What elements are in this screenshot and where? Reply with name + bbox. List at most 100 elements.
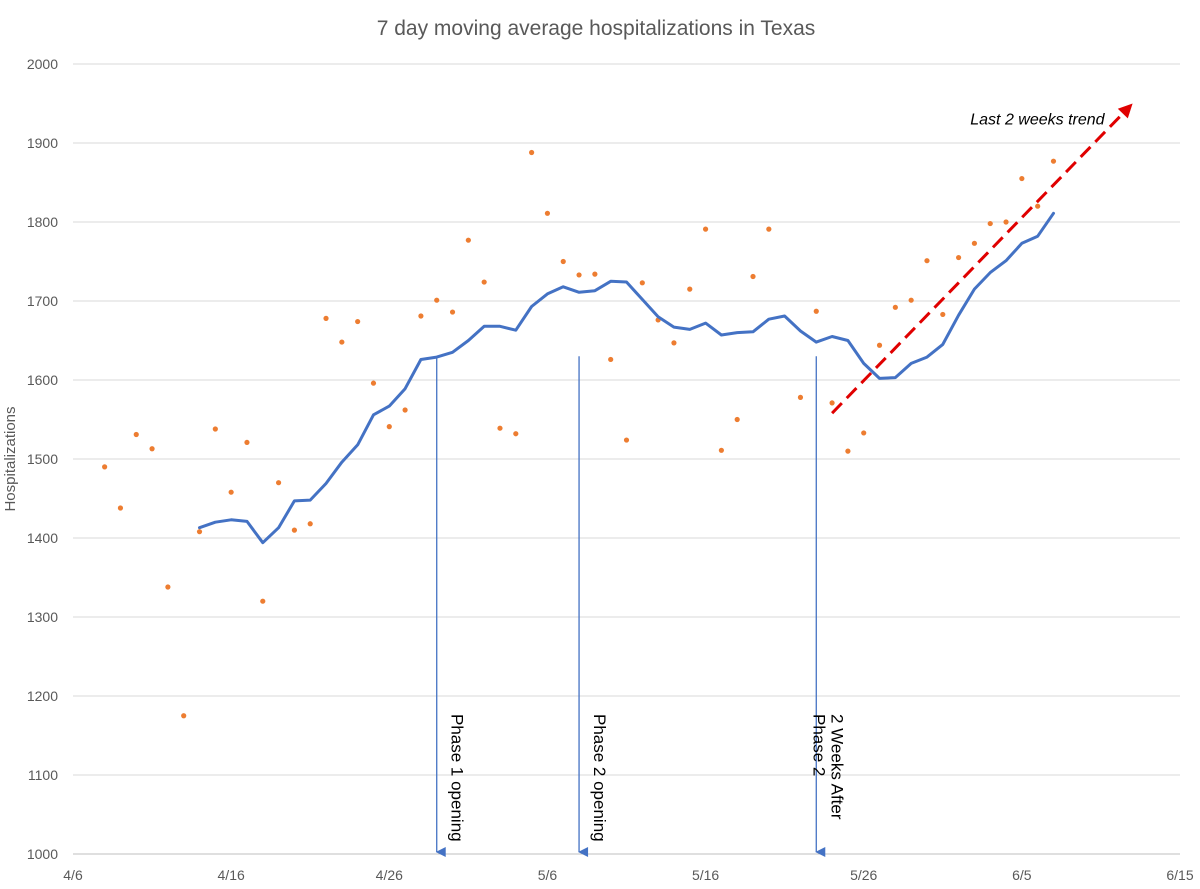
data-point (449, 309, 456, 315)
x-tick-label: 5/26 (850, 867, 877, 883)
data-point (323, 315, 329, 321)
data-point (402, 407, 408, 413)
data-point (418, 313, 424, 319)
data-point (940, 311, 946, 318)
data-point (513, 431, 519, 437)
data-point (228, 489, 234, 495)
data-point (608, 356, 614, 363)
data-point (196, 529, 203, 535)
moving-average-path (198, 211, 1055, 545)
data-point (1035, 203, 1041, 209)
data-point (355, 318, 361, 325)
data-point (275, 480, 282, 486)
data-point (481, 279, 487, 285)
chart-title: 7 day moving average hospitalizations in… (377, 17, 816, 40)
trend-arrowhead (1117, 103, 1133, 119)
data-point (529, 149, 535, 156)
data-point (623, 437, 630, 443)
trend-label: Last 2 weeks trend (970, 112, 1105, 129)
y-tick-label: 1200 (27, 688, 58, 704)
x-tick-label: 6/5 (1012, 867, 1032, 883)
data-point (212, 426, 218, 432)
data-point (908, 297, 914, 303)
trend-line (831, 112, 1124, 415)
gridlines (73, 63, 1180, 855)
data-point (766, 226, 772, 232)
data-point (497, 425, 503, 431)
x-tick-label: 4/26 (376, 867, 403, 883)
x-tick-label: 5/6 (538, 867, 558, 883)
data-point (386, 424, 392, 430)
data-point (1003, 219, 1009, 225)
y-tick-label: 1000 (27, 846, 58, 862)
data-point (592, 271, 598, 277)
annotation-text: Phase 1 opening (448, 714, 467, 842)
data-point (560, 258, 566, 265)
y-tick-label: 1800 (27, 214, 58, 230)
data-point (718, 447, 724, 453)
data-point (434, 297, 440, 303)
y-tick-label: 1900 (27, 135, 58, 151)
data-point (102, 464, 108, 470)
x-tick-label: 5/16 (692, 867, 719, 883)
annotation-text: Phase 2 opening (590, 714, 609, 842)
y-axis-label: Hospitalizations (2, 406, 19, 511)
daily-points (102, 149, 1057, 719)
data-point (813, 308, 819, 314)
y-tick-labels: 1000 1100 1200 1300 1400 1500 1600 1700 1800 1900… (27, 56, 58, 862)
data-point (291, 527, 297, 533)
y-tick-label: 1300 (27, 609, 58, 625)
moving-average-line (198, 211, 1055, 545)
data-point (117, 505, 124, 511)
data-point (987, 220, 993, 227)
data-point (133, 431, 139, 438)
data-point (734, 416, 740, 423)
data-point (639, 280, 645, 286)
x-tick-label: 4/6 (63, 867, 83, 883)
data-point (924, 258, 930, 264)
data-point (307, 521, 313, 527)
data-point (971, 240, 978, 246)
data-point (750, 273, 756, 280)
data-point (576, 272, 582, 278)
data-point (702, 226, 709, 232)
data-point (797, 394, 804, 400)
phase-annotations: Phase 1 opening Phase 2 opening 2 Weeks Af… (435, 356, 846, 857)
y-tick-label: 2000 (27, 56, 58, 72)
data-point (260, 598, 266, 604)
data-point (845, 448, 851, 454)
data-point (892, 304, 898, 310)
y-tick-label: 1600 (27, 372, 58, 388)
data-point (165, 584, 171, 590)
data-point (861, 430, 867, 436)
x-tick-label: 4/16 (218, 867, 245, 883)
data-point (244, 439, 250, 446)
data-point (876, 342, 883, 348)
annotation-text: 2 Weeks After (827, 714, 846, 820)
annotation-label: Phase 1 opening (448, 714, 467, 842)
x-tick-labels: 4/6 4/16 4/26 5/6 5/16 5/26 6/5 6/15 (63, 867, 1194, 883)
data-point (149, 446, 155, 452)
data-point (370, 380, 377, 386)
data-point (544, 210, 551, 216)
data-point (829, 400, 835, 406)
data-point (1019, 175, 1025, 182)
data-point (1050, 158, 1057, 164)
data-point (181, 713, 187, 719)
data-point (465, 237, 471, 243)
x-tick-label: 6/15 (1166, 867, 1193, 883)
data-point (339, 339, 345, 345)
data-point (671, 340, 677, 346)
data-point (956, 254, 962, 261)
annotation-label: Phase 2 opening (590, 714, 609, 842)
y-tick-label: 1400 (27, 530, 58, 546)
trend-arrow: Last 2 weeks trend (831, 103, 1133, 415)
y-tick-label: 1700 (27, 293, 58, 309)
y-tick-label: 1100 (28, 767, 58, 783)
annotation-text: Phase 2 (809, 714, 828, 776)
data-point (687, 286, 693, 292)
y-tick-label: 1500 (27, 451, 58, 467)
